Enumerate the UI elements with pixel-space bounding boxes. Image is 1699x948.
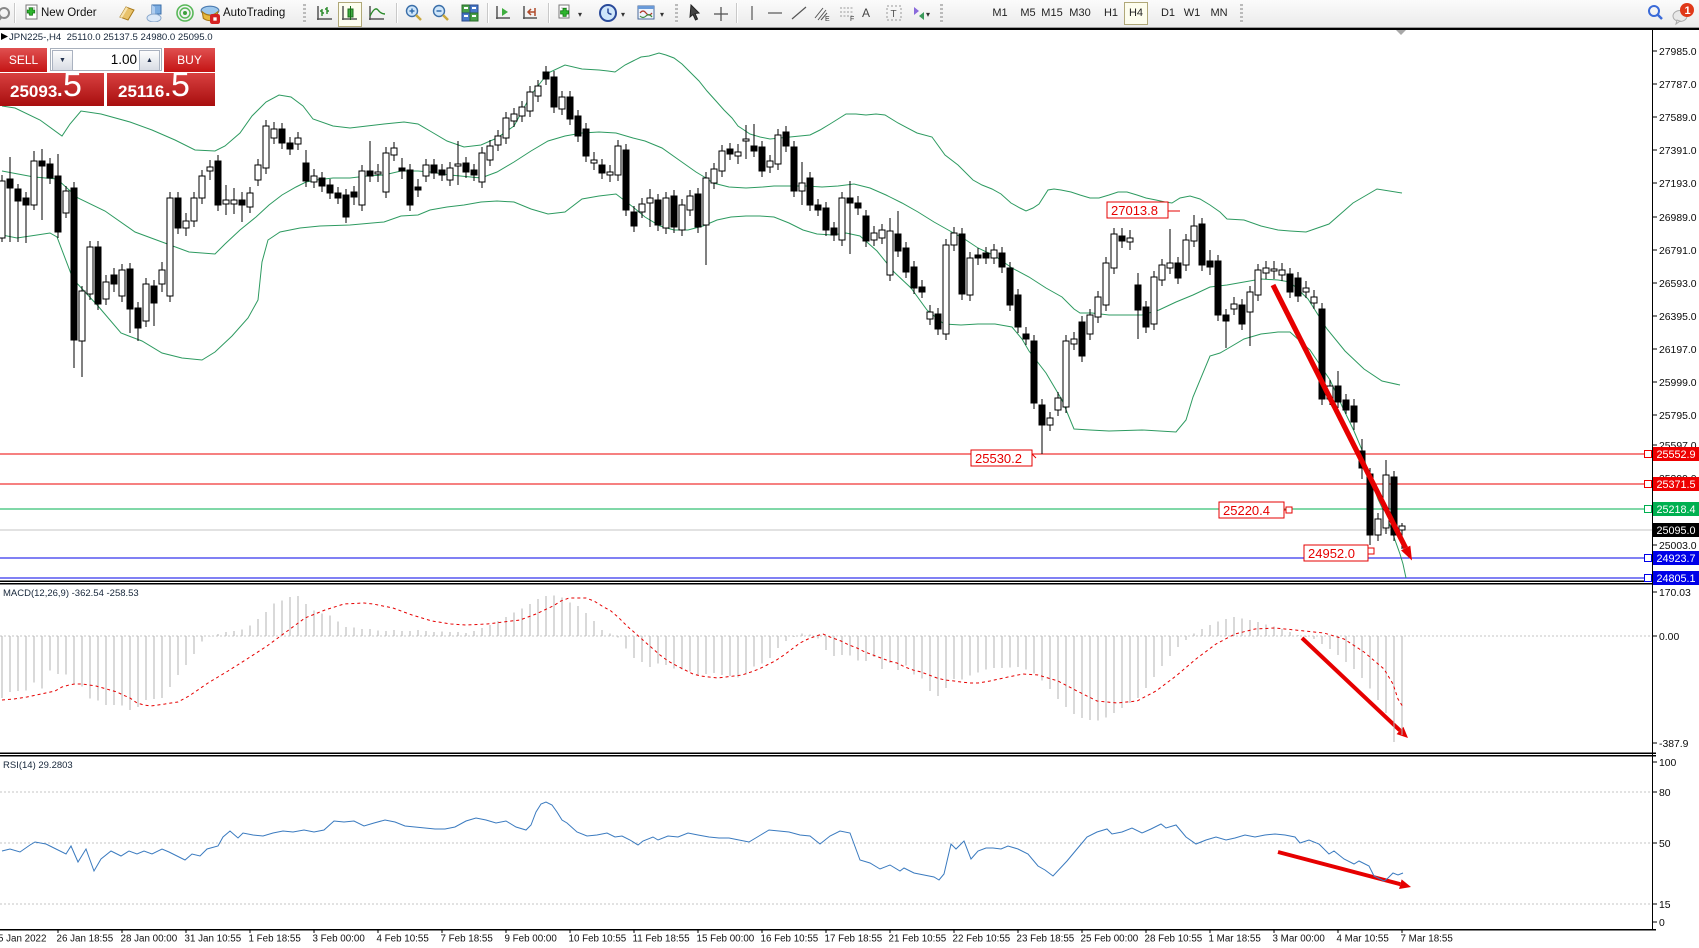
svg-text:100: 100: [1659, 758, 1677, 769]
svg-text:3 Feb 00:00: 3 Feb 00:00: [313, 934, 366, 945]
svg-text:0.00: 0.00: [1659, 632, 1679, 643]
svg-text:25003.0: 25003.0: [1659, 541, 1697, 552]
svg-text:T: T: [891, 9, 897, 20]
svg-text:RSI(14) 29.2803: RSI(14) 29.2803: [3, 760, 73, 771]
svg-text:28 Jan 00:00: 28 Jan 00:00: [121, 934, 178, 945]
svg-text:26989.0: 26989.0: [1659, 213, 1697, 224]
svg-text:25 Jan 2022: 25 Jan 2022: [0, 934, 46, 945]
svg-text:26 Jan 18:55: 26 Jan 18:55: [57, 934, 114, 945]
svg-text:9 Feb 00:00: 9 Feb 00:00: [505, 934, 558, 945]
svg-text:80: 80: [1659, 788, 1671, 799]
svg-text:10 Feb 10:55: 10 Feb 10:55: [569, 934, 627, 945]
svg-text:1 Mar 18:55: 1 Mar 18:55: [1209, 934, 1262, 945]
svg-text:-387.9: -387.9: [1659, 739, 1689, 750]
svg-text:E: E: [825, 16, 830, 22]
svg-text:JPN225-,H4 25110.0 25137.5 24: JPN225-,H4 25110.0 25137.5 24980.0 25095…: [9, 32, 213, 43]
svg-text:7 Mar 18:55: 7 Mar 18:55: [1401, 934, 1454, 945]
svg-text:21 Feb 10:55: 21 Feb 10:55: [889, 934, 947, 945]
svg-text:25371.5: 25371.5: [1657, 479, 1696, 491]
svg-text:4 Mar 10:55: 4 Mar 10:55: [1337, 934, 1390, 945]
svg-text:25 Feb 00:00: 25 Feb 00:00: [1081, 934, 1139, 945]
svg-text:4 Feb 10:55: 4 Feb 10:55: [377, 934, 430, 945]
svg-text:22 Feb 10:55: 22 Feb 10:55: [953, 934, 1011, 945]
svg-text:MACD(12,26,9) -362.54 -258.53: MACD(12,26,9) -362.54 -258.53: [3, 588, 139, 599]
svg-text:24805.1: 24805.1: [1657, 573, 1696, 585]
svg-text:25218.4: 25218.4: [1657, 504, 1696, 516]
svg-text:15: 15: [1659, 900, 1671, 911]
svg-text:28 Feb 10:55: 28 Feb 10:55: [1145, 934, 1203, 945]
svg-text:F: F: [850, 16, 854, 22]
svg-text:27391.0: 27391.0: [1659, 146, 1697, 157]
svg-text:26395.0: 26395.0: [1659, 312, 1697, 323]
svg-text:16 Feb 10:55: 16 Feb 10:55: [761, 934, 819, 945]
svg-text:27013.8: 27013.8: [1111, 203, 1158, 218]
svg-text:25095.0: 25095.0: [1657, 525, 1696, 537]
svg-text:25999.0: 25999.0: [1659, 378, 1697, 389]
svg-text:3 Mar 00:00: 3 Mar 00:00: [1273, 934, 1326, 945]
svg-text:26197.0: 26197.0: [1659, 345, 1697, 356]
svg-text:26791.0: 26791.0: [1659, 246, 1697, 257]
svg-text:25530.2: 25530.2: [975, 451, 1022, 466]
svg-text:50: 50: [1659, 839, 1671, 850]
svg-text:11 Feb 18:55: 11 Feb 18:55: [633, 934, 691, 945]
svg-text:25597.0: 25597.0: [1659, 441, 1697, 452]
svg-text:1: 1: [1685, 5, 1691, 17]
svg-text:23 Feb 18:55: 23 Feb 18:55: [1017, 934, 1075, 945]
svg-text:24952.0: 24952.0: [1308, 546, 1355, 561]
svg-text:17 Feb 18:55: 17 Feb 18:55: [825, 934, 883, 945]
svg-text:15 Feb 00:00: 15 Feb 00:00: [697, 934, 755, 945]
svg-text:25795.0: 25795.0: [1659, 411, 1697, 422]
svg-text:1 Feb 18:55: 1 Feb 18:55: [249, 934, 302, 945]
svg-text:0: 0: [1659, 918, 1665, 929]
svg-text:31 Jan 10:55: 31 Jan 10:55: [185, 934, 242, 945]
svg-text:24923.7: 24923.7: [1657, 553, 1696, 565]
svg-text:27787.0: 27787.0: [1659, 80, 1697, 91]
svg-text:27589.0: 27589.0: [1659, 113, 1697, 124]
svg-text:7 Feb 18:55: 7 Feb 18:55: [441, 934, 494, 945]
svg-text:27985.0: 27985.0: [1659, 47, 1697, 58]
svg-text:26593.0: 26593.0: [1659, 279, 1697, 290]
svg-text:25552.9: 25552.9: [1657, 449, 1696, 461]
svg-text:25220.4: 25220.4: [1223, 503, 1270, 518]
svg-text:27193.0: 27193.0: [1659, 179, 1697, 190]
svg-text:170.03: 170.03: [1659, 588, 1691, 599]
